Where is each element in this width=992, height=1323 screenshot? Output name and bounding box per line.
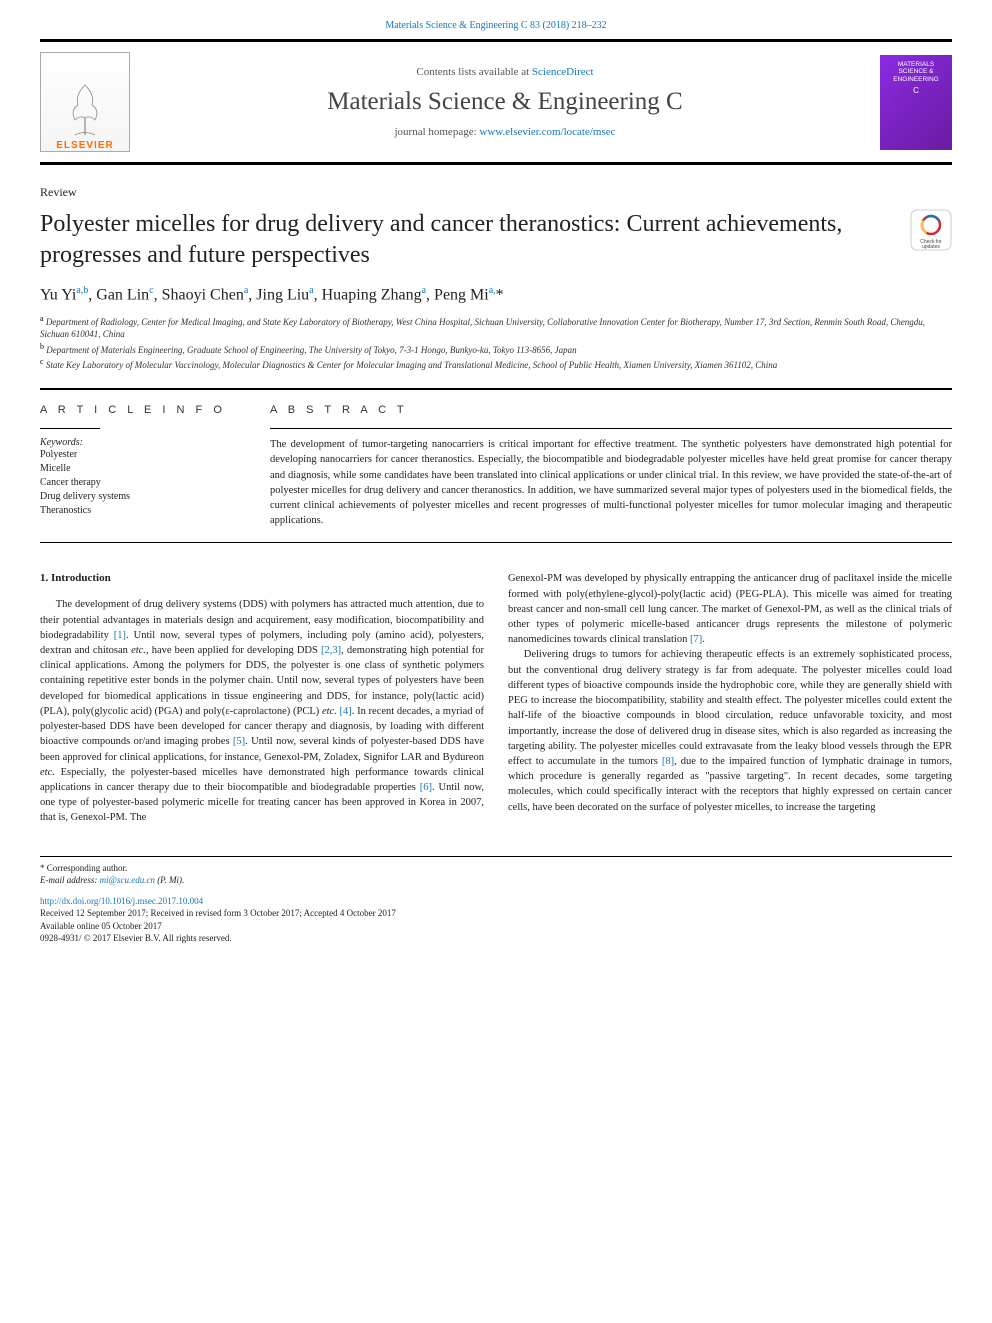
- header-citation: Materials Science & Engineering C 83 (20…: [0, 0, 992, 39]
- section-heading: 1. Introduction: [40, 571, 484, 587]
- doi-link[interactable]: http://dx.doi.org/10.1016/j.msec.2017.10…: [40, 896, 203, 906]
- keywords-label: Keywords:: [40, 437, 250, 448]
- body-columns: 1. Introduction The development of drug …: [0, 543, 992, 825]
- contents-line: Contents lists available at ScienceDirec…: [130, 66, 880, 78]
- body-paragraph: Delivering drugs to tumors for achieving…: [508, 647, 952, 814]
- received-line: Received 12 September 2017; Received in …: [40, 908, 396, 918]
- authors: Yu Yia,b, Gan Linc, Shaoyi Chena, Jing L…: [0, 271, 992, 312]
- homepage-prefix: journal homepage:: [394, 126, 479, 138]
- article-title: Polyester micelles for drug delivery and…: [40, 209, 910, 271]
- info-abstract-row: A R T I C L E I N F O Keywords: Polyeste…: [40, 389, 952, 543]
- email-label: E-mail address:: [40, 875, 100, 885]
- copyright-line: 0928-4931/ © 2017 Elsevier B.V. All righ…: [40, 933, 232, 943]
- body-paragraph: The development of drug delivery systems…: [40, 597, 484, 825]
- article-info-col: A R T I C L E I N F O Keywords: Polyeste…: [40, 404, 270, 528]
- svg-text:updates: updates: [922, 244, 940, 250]
- email-suffix: (P. Mi).: [155, 875, 184, 885]
- keyword-item: Theranostics: [40, 504, 250, 518]
- affiliations: a Department of Radiology, Center for Me…: [0, 313, 992, 384]
- elsevier-tree-icon: [60, 80, 110, 140]
- affiliation-item: c State Key Laboratory of Molecular Vacc…: [40, 356, 952, 372]
- available-line: Available online 05 October 2017: [40, 921, 162, 931]
- body-paragraph: Genexol-PM was developed by physically e…: [508, 571, 952, 647]
- homepage-link[interactable]: www.elsevier.com/locate/msec: [479, 126, 615, 138]
- body-col-left: 1. Introduction The development of drug …: [40, 571, 484, 825]
- title-row: Polyester micelles for drug delivery and…: [0, 201, 992, 271]
- sciencedirect-link[interactable]: ScienceDirect: [532, 66, 594, 78]
- keyword-item: Micelle: [40, 462, 250, 476]
- cover-sub: C: [913, 86, 919, 96]
- abstract-col: A B S T R A C T The development of tumor…: [270, 404, 952, 528]
- email-link[interactable]: mi@scu.edu.cn: [100, 875, 155, 885]
- body-col-right: Genexol-PM was developed by physically e…: [508, 571, 952, 825]
- doi-block: http://dx.doi.org/10.1016/j.msec.2017.10…: [40, 895, 952, 945]
- abstract-rule: [270, 428, 952, 429]
- info-heading: A R T I C L E I N F O: [40, 404, 250, 416]
- elsevier-logo: ELSEVIER: [40, 52, 130, 152]
- abstract-text: The development of tumor-targeting nanoc…: [270, 437, 952, 528]
- keyword-item: Cancer therapy: [40, 476, 250, 490]
- keyword-item: Polyester: [40, 448, 250, 462]
- abstract-heading: A B S T R A C T: [270, 404, 952, 416]
- article-type: Review: [40, 185, 77, 199]
- journal-cover: MATERIALS SCIENCE & ENGINEERING C: [880, 55, 952, 150]
- masthead: ELSEVIER Contents lists available at Sci…: [0, 42, 992, 162]
- footer-block: * Corresponding author. E-mail address: …: [40, 856, 952, 885]
- cover-line3: ENGINEERING: [893, 76, 939, 84]
- affiliation-item: a Department of Radiology, Center for Me…: [40, 313, 952, 341]
- cover-line2: SCIENCE &: [898, 68, 933, 76]
- masthead-center: Contents lists available at ScienceDirec…: [130, 66, 880, 138]
- journal-name: Materials Science & Engineering C: [130, 88, 880, 116]
- crossmark-icon[interactable]: Check for updates: [910, 209, 952, 251]
- corresponding-author: * Corresponding author.: [40, 863, 952, 873]
- cover-line1: MATERIALS: [898, 61, 934, 69]
- info-rule: [40, 428, 100, 429]
- homepage-line: journal homepage: www.elsevier.com/locat…: [130, 126, 880, 138]
- affiliation-item: b Department of Materials Engineering, G…: [40, 341, 952, 357]
- contents-prefix: Contents lists available at: [416, 66, 531, 78]
- article-type-row: Review: [0, 165, 992, 201]
- publisher-name: ELSEVIER: [56, 140, 113, 151]
- keywords-list: PolyesterMicelleCancer therapyDrug deliv…: [40, 448, 250, 518]
- keyword-item: Drug delivery systems: [40, 490, 250, 504]
- email-line: E-mail address: mi@scu.edu.cn (P. Mi).: [40, 875, 952, 885]
